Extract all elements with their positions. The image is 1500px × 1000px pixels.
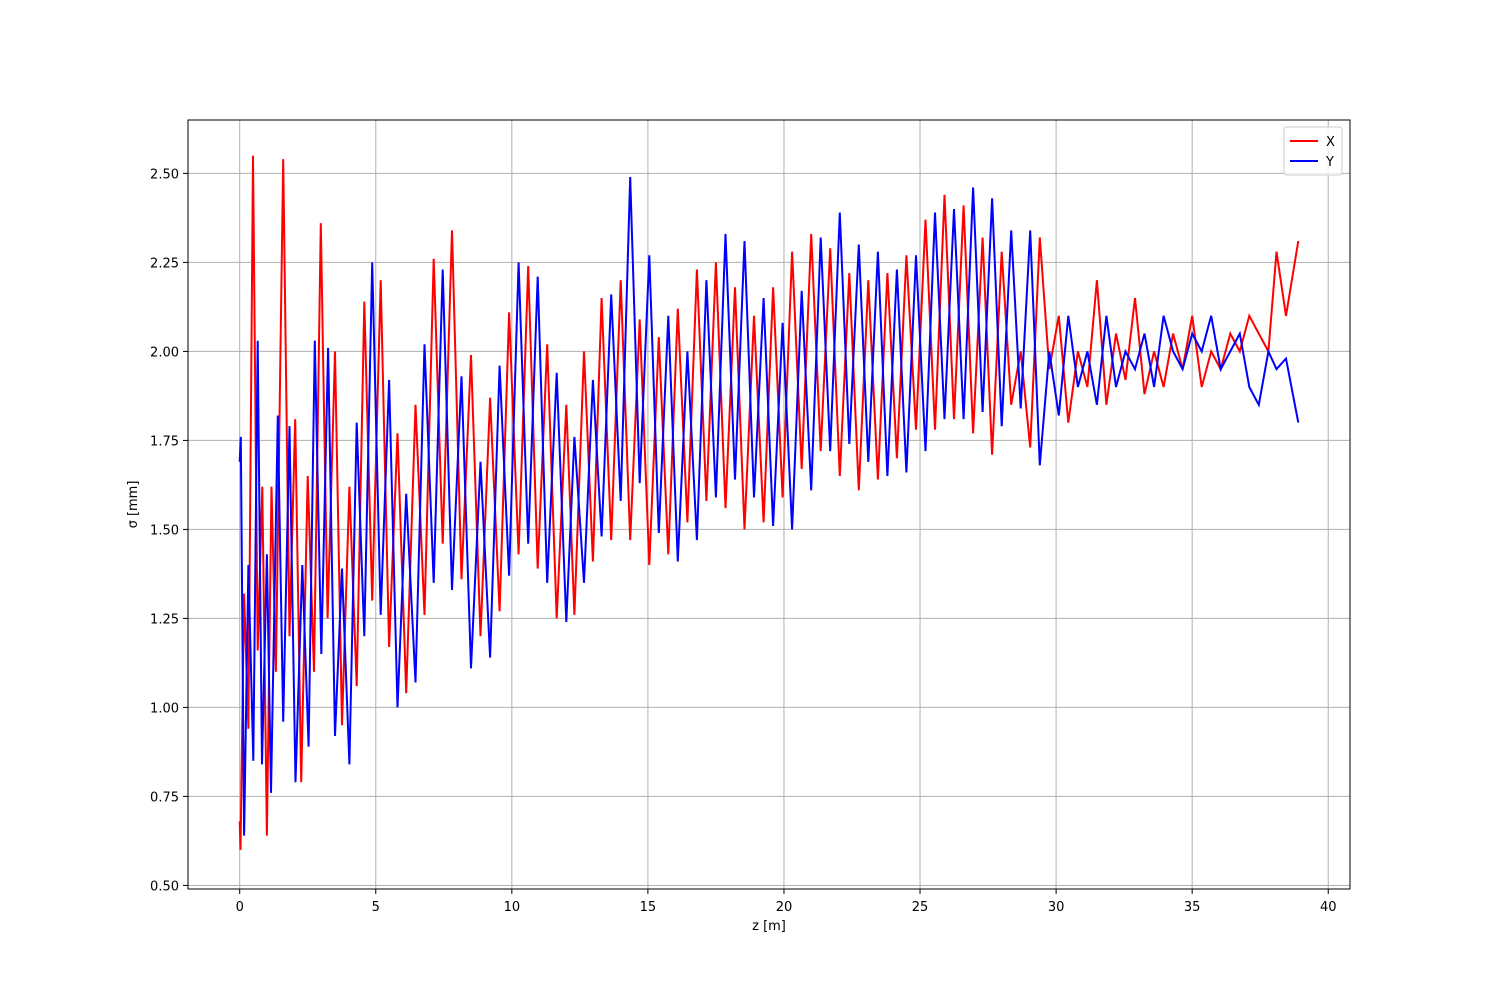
series-line-x bbox=[238, 155, 1300, 850]
x-tick-label: 5 bbox=[372, 900, 380, 915]
x-tick-label: 0 bbox=[236, 900, 244, 915]
y-axis-ticks: 0.50 0.75 1.00 1.25 1.50 1.75 2.00 2.25 2.50 bbox=[150, 167, 188, 894]
legend: XY bbox=[1283, 126, 1343, 176]
grid bbox=[188, 120, 1350, 889]
plot-frame bbox=[187, 119, 1351, 890]
series-layer bbox=[238, 155, 1300, 850]
y-tick-label: 1.50 bbox=[150, 523, 179, 538]
y-axis-label: σ [mm] bbox=[126, 481, 141, 529]
series-line-y bbox=[238, 176, 1300, 836]
x-axis-ticks: 0 5 10 15 20 25 30 35 40 bbox=[236, 889, 1337, 915]
x-tick-label: 40 bbox=[1320, 900, 1337, 915]
x-tick-label: 10 bbox=[504, 900, 521, 915]
y-tick-label: 2.50 bbox=[150, 167, 179, 182]
x-tick-label: 15 bbox=[640, 900, 657, 915]
x-tick-label: 30 bbox=[1048, 900, 1065, 915]
legend-label-y: Y bbox=[1325, 155, 1334, 170]
y-tick-label: 0.50 bbox=[150, 879, 179, 894]
y-tick-label: 1.25 bbox=[150, 612, 179, 627]
x-tick-label: 20 bbox=[776, 900, 793, 915]
x-axis-label: z [m] bbox=[752, 919, 786, 934]
y-tick-label: 1.00 bbox=[150, 701, 179, 716]
legend-box bbox=[1283, 126, 1343, 176]
y-tick-label: 2.25 bbox=[150, 256, 179, 271]
legend-label-x: X bbox=[1326, 135, 1335, 150]
x-tick-label: 25 bbox=[912, 900, 929, 915]
y-tick-label: 2.00 bbox=[150, 345, 179, 360]
x-tick-label: 35 bbox=[1184, 900, 1201, 915]
y-tick-label: 0.75 bbox=[150, 790, 179, 805]
y-tick-label: 1.75 bbox=[150, 434, 179, 449]
